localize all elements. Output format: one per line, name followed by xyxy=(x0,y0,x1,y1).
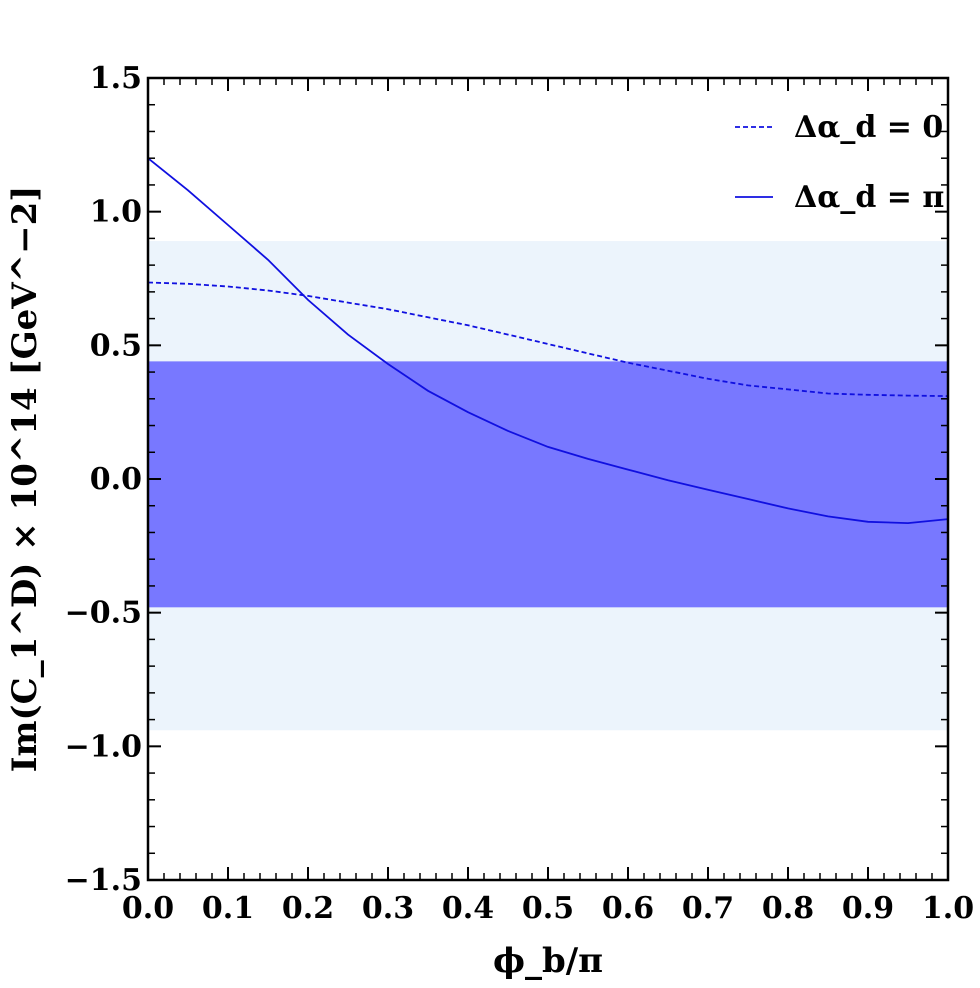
x-tick-label: 0.2 xyxy=(282,891,334,926)
series-line-1 xyxy=(147,157,949,525)
x-tick-label: 0.1 xyxy=(202,891,254,926)
y-tick-label: 1.5 xyxy=(90,61,142,96)
y-tick-label: 0.0 xyxy=(90,462,142,497)
y-tick-label: −1.5 xyxy=(65,863,142,898)
x-tick-label: 0.9 xyxy=(842,891,894,926)
legend: Δα_d = 0 Δα_d = π xyxy=(735,110,944,215)
ticks-layer: 0.0 0.1 0.2 0.3 0.4 0.5 0.6 0.7 0.8 0.9 1.0 1.5 1.0 0… xyxy=(65,61,974,926)
legend-label-0: Δα_d = 0 xyxy=(794,110,943,145)
bands-layer xyxy=(148,241,948,731)
x-tick-label: 0.8 xyxy=(762,891,814,926)
y-tick-label: −1.0 xyxy=(65,729,142,764)
series-layer xyxy=(147,157,949,525)
x-tick-label: 0.3 xyxy=(362,891,414,926)
y-tick-label: 0.5 xyxy=(90,328,142,363)
x-axis-label: ϕ_b/π xyxy=(493,941,603,981)
y-tick-label: −0.5 xyxy=(65,596,142,631)
band-inner xyxy=(148,361,948,608)
y-axis-label: Im(C_1^D) × 10^14 [GeV^−2] xyxy=(5,186,45,773)
y-tick-label: 1.0 xyxy=(90,195,142,230)
axis-labels: ϕ_b/π Im(C_1^D) × 10^14 [GeV^−2] xyxy=(5,186,603,981)
legend-label-1: Δα_d = π xyxy=(794,180,944,215)
series-line-0 xyxy=(147,281,949,397)
x-tick-label: 0.0 xyxy=(122,891,174,926)
x-tick-label: 1.0 xyxy=(922,891,974,926)
x-tick-label: 0.4 xyxy=(442,891,494,926)
x-tick-label: 0.6 xyxy=(602,891,654,926)
x-tick-label: 0.5 xyxy=(522,891,574,926)
x-tick-label: 0.7 xyxy=(682,891,734,926)
